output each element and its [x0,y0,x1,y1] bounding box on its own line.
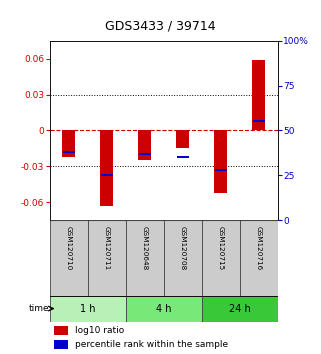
Bar [54,340,68,349]
Text: GSM120710: GSM120710 [66,226,72,270]
Bar [202,220,240,296]
Text: 4 h: 4 h [156,304,171,314]
Text: 1 h: 1 h [80,304,95,314]
Bar [252,60,265,130]
Bar [126,296,202,321]
Bar [50,220,88,296]
Bar [177,156,189,158]
Bar [240,220,278,296]
Bar [126,220,164,296]
Bar [100,130,113,206]
Text: GSM120715: GSM120715 [218,226,224,270]
Text: GSM120711: GSM120711 [104,226,110,270]
Text: log10 ratio: log10 ratio [75,326,124,335]
Bar [138,130,152,160]
Bar [215,169,227,171]
Bar [63,151,75,153]
Bar [101,174,113,176]
Text: percentile rank within the sample: percentile rank within the sample [75,340,228,349]
Bar [88,220,126,296]
Bar [54,326,68,335]
Text: GSM120708: GSM120708 [180,226,186,270]
Bar [214,130,227,193]
Bar [253,120,265,122]
Bar [139,153,151,155]
Bar [164,220,202,296]
Bar [50,296,126,321]
Text: GDS3433 / 39714: GDS3433 / 39714 [105,19,216,33]
Text: time: time [28,304,49,313]
Bar [202,296,278,321]
Text: GSM120716: GSM120716 [256,226,262,270]
Text: 24 h: 24 h [229,304,251,314]
Bar [176,130,189,148]
Bar [62,130,75,157]
Text: GSM120648: GSM120648 [142,226,148,270]
